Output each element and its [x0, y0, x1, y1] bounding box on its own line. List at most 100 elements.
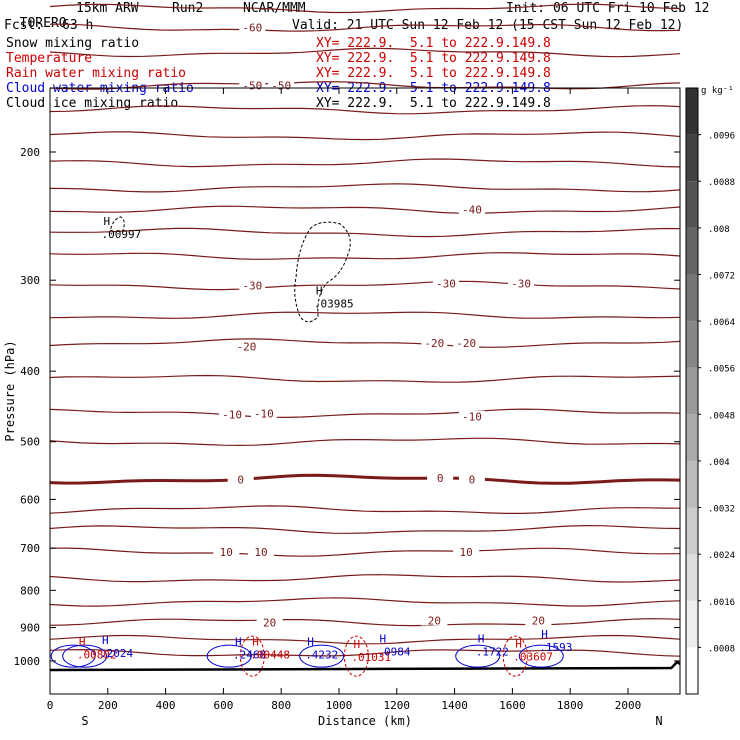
contour-label: -20: [237, 341, 257, 354]
isotherm-contour: [49, 252, 681, 260]
cloud-ice-contour: [294, 221, 351, 323]
field-xy-rain: XY= 222.9. 5.1 to 222.9.149.8: [316, 66, 551, 81]
maximum-marker: H: [316, 285, 323, 298]
isotherm-contour: [49, 105, 681, 115]
y-tick-label: 400: [20, 365, 40, 378]
isotherm-contour: [49, 648, 681, 657]
maximum-value: .03607: [513, 650, 553, 663]
colorbar-cell: [686, 647, 698, 694]
colorbar-cell: [686, 134, 698, 182]
x-tick-label: 0: [47, 699, 54, 712]
field-name-temperature: Temperature: [6, 51, 93, 66]
maximum-marker: H: [235, 636, 242, 649]
contour-label-bg: [508, 277, 535, 289]
contour-label-bg: [458, 410, 485, 422]
cloud-water-contour: [62, 644, 108, 668]
contour-label: -10: [254, 407, 274, 420]
cloud-water-contour: [455, 644, 501, 668]
contour-label: 10: [460, 546, 473, 559]
contour-label: 20: [428, 614, 441, 627]
maximum-value: .00997: [101, 228, 141, 241]
y-tick-label: 600: [20, 493, 40, 506]
contour-label-bg: [233, 340, 260, 352]
contour-label-bg: [268, 79, 295, 91]
field-name-rain: Rain water mixing ratio: [6, 66, 187, 81]
colorbar: .0008 .0016 .0024 .0032 .004 .0048 .0056 .0064.…: [685, 87, 735, 695]
x-tick-label: 600: [213, 699, 233, 712]
colorbar-tick-label: .0088: [708, 178, 735, 188]
isotherm-contour: [49, 374, 681, 383]
colorbar-tick-label: .0048: [708, 411, 735, 421]
contour-label-bg: [219, 408, 246, 420]
header-line-1: TORERO: [4, 1, 67, 31]
field-xy-snow: XY= 222.9. 5.1 to 222.9.149.8: [316, 36, 551, 51]
contour-label: 10: [220, 546, 233, 559]
cloud-water-contour: [518, 644, 564, 668]
isotherm-contour: [49, 158, 681, 168]
maximum-value: .03985: [314, 298, 354, 311]
north-label: N: [655, 714, 662, 728]
y-tick-label: 700: [20, 542, 40, 555]
isotherm-contour: [49, 280, 681, 291]
maximum-marker: H: [102, 634, 109, 647]
maximum-value: .00802: [77, 649, 117, 662]
contour-label-bg: [256, 616, 283, 628]
isotherm-contour: [49, 227, 681, 238]
model-name: TORERO: [19, 16, 67, 31]
center-name: NCAR/MMM: [243, 1, 306, 16]
contour-label: -30: [511, 277, 531, 290]
x-tick-label: 1600: [499, 699, 526, 712]
contour-label-bg: [458, 203, 485, 215]
contour-label-bg: [525, 614, 552, 626]
isotherm-contour: [49, 47, 681, 58]
rain-contour: [502, 635, 528, 677]
temperature-contours: -60 -50 -50 -40 -30 -30 -30 -20 -20 -20 -10 -10 -10 0…: [49, 3, 681, 657]
y-tick-label: 800: [20, 584, 40, 597]
maximum-value: .00448: [250, 649, 290, 662]
cloud-ice-contour-small: [110, 216, 125, 232]
contour-label: -30: [242, 279, 262, 292]
contour-label: -50: [242, 79, 262, 92]
isotherm-contour: [49, 574, 681, 583]
cloud-water-contour: [299, 644, 345, 668]
cloud-water-contour: [206, 644, 252, 668]
y-tick-label: 1000: [14, 655, 41, 668]
colorbar-cell: [686, 414, 698, 461]
isotherm-contour: [49, 408, 681, 419]
x-tick-label: 800: [271, 699, 291, 712]
cloud-water-contour: [50, 644, 96, 668]
contour-label-bg: [227, 473, 254, 485]
contour-label: 0: [469, 473, 476, 486]
x-axis-label: Distance (km): [318, 714, 412, 728]
field-xy-cloudice: XY= 222.9. 5.1 to 222.9.149.8: [316, 96, 551, 111]
terrain-line: [49, 660, 681, 672]
colorbar-tick-label: .0008: [708, 644, 735, 654]
isotherm-contour: [49, 131, 681, 141]
contour-label-bg: [213, 546, 240, 558]
rain-contour: [343, 635, 369, 677]
contour-label-bg: [458, 473, 485, 485]
contour-label: -20: [424, 337, 444, 350]
x-tick-label: 1000: [326, 699, 353, 712]
colorbar-cell: [686, 274, 698, 322]
x-tick-label: 1200: [384, 699, 411, 712]
field-name-snow: Snow mixing ratio: [6, 36, 140, 51]
colorbar-tick-label: .008: [708, 225, 730, 235]
mixing-ratio-features: [49, 216, 681, 677]
contour-label-bg: [453, 337, 480, 349]
maximum-marker: H: [353, 638, 360, 651]
isotherm-contour: [49, 3, 681, 14]
colorbar-tick-label: .0056: [708, 365, 735, 375]
contour-label-bg: [421, 614, 448, 626]
freezing-level-contour: [49, 473, 681, 485]
contour-label: -10: [462, 411, 482, 424]
south-label: S: [81, 714, 88, 728]
colorbar-unit: g kg⁻¹: [701, 86, 734, 96]
contour-label-bg: [239, 21, 266, 33]
colorbar-cell: [686, 321, 698, 368]
contour-label: 20: [263, 616, 276, 629]
y-tick-label: 900: [20, 622, 40, 635]
maximum-marker: H: [79, 636, 86, 649]
x-tick-label: 1400: [441, 699, 468, 712]
